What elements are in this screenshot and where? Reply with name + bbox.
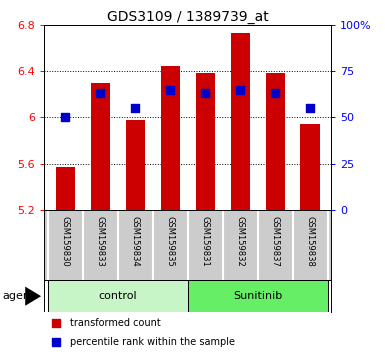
Bar (90, 82, 110, 210)
Bar (56, 167, 75, 210)
Point (62, 115, 69, 120)
Bar (196, 73, 215, 210)
Title: GDS3109 / 1389739_at: GDS3109 / 1389739_at (107, 10, 269, 24)
Point (53, 339, 59, 345)
Bar (188, 280, 328, 312)
Text: agent: agent (2, 291, 34, 301)
Bar (266, 73, 285, 210)
Point (132, 105, 138, 111)
Point (167, 87, 173, 92)
Text: GSM159830: GSM159830 (61, 216, 70, 266)
Text: GSM159835: GSM159835 (166, 216, 175, 266)
Bar (301, 124, 320, 210)
Text: GSM159834: GSM159834 (131, 216, 140, 266)
Polygon shape (25, 287, 41, 306)
Bar (48, 280, 188, 312)
Text: GSM159833: GSM159833 (96, 216, 105, 267)
Bar (161, 67, 180, 210)
Point (307, 105, 313, 111)
Text: transformed count: transformed count (70, 318, 161, 328)
Text: Sunitinib: Sunitinib (233, 291, 282, 301)
Point (53, 320, 59, 326)
Text: control: control (99, 291, 137, 301)
Text: GSM159832: GSM159832 (236, 216, 244, 266)
Text: GSM159838: GSM159838 (306, 216, 315, 267)
Bar (126, 120, 145, 210)
Bar (231, 33, 250, 210)
Point (237, 87, 243, 92)
Point (272, 91, 278, 96)
Text: GSM159831: GSM159831 (201, 216, 210, 266)
Text: GSM159837: GSM159837 (271, 216, 280, 267)
Point (97, 91, 103, 96)
Point (202, 91, 208, 96)
Text: percentile rank within the sample: percentile rank within the sample (70, 337, 235, 347)
